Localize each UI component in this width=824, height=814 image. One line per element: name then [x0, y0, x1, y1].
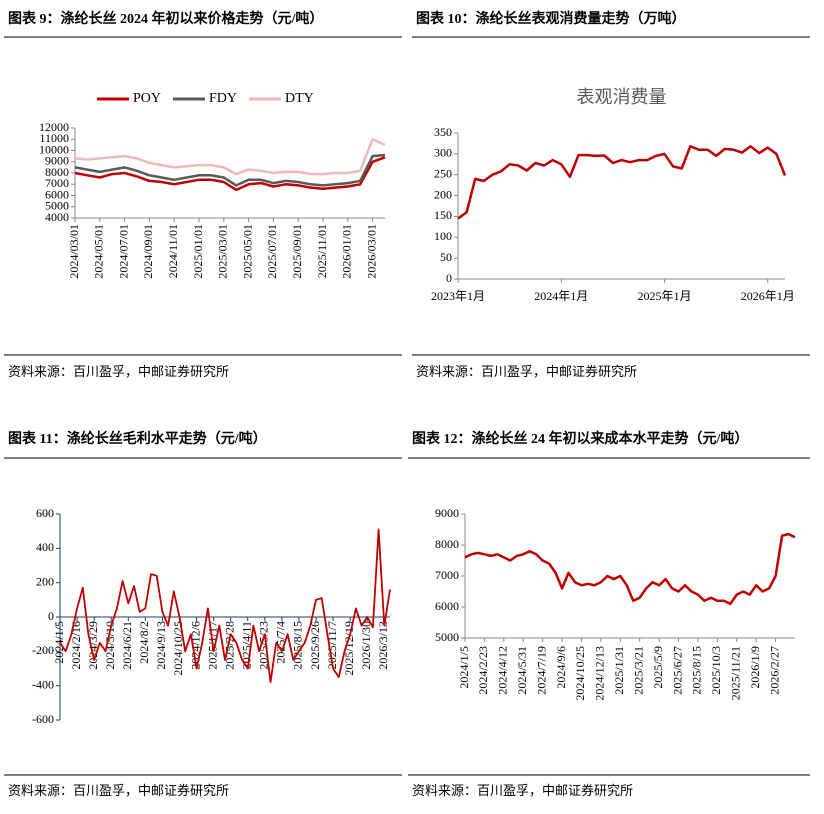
x-tick-label: 2024/11/01	[166, 224, 180, 278]
y-tick-label: 4000	[45, 210, 69, 224]
x-tick-label: 2023年1月	[431, 289, 485, 303]
x-tick-label: 2025/03/01	[216, 224, 230, 279]
y-tick-label: 12000	[39, 120, 69, 134]
x-tick-label: 2025/11/01	[315, 224, 329, 278]
x-tick-label: 2025/09/01	[290, 224, 304, 279]
x-tick-label: 2025/3/21	[631, 646, 645, 695]
x-tick-label: 2026/03/01	[364, 224, 378, 279]
series-line	[464, 532, 796, 606]
y-tick-label: 5000	[435, 630, 459, 644]
legend-label: DTY	[285, 91, 314, 106]
x-tick-label: 2026/2/27	[767, 646, 781, 695]
chart-title: 表观消费量	[577, 87, 667, 107]
x-tick-label: 2025/6/27	[670, 646, 684, 695]
x-tick-label: 2025/1/31	[612, 646, 626, 695]
x-tick-label: 2024年1月	[534, 289, 588, 303]
caption: 图表 9：涤纶长丝 2024 年初以来价格走势（元/吨）	[8, 10, 323, 27]
y-tick-label: -400	[32, 677, 54, 691]
y-tick-label: 150	[434, 208, 452, 222]
x-tick-label: 2024/7/19	[534, 646, 548, 695]
y-tick-label: 350	[434, 125, 452, 139]
y-tick-label: 8000	[45, 165, 69, 179]
x-tick-label: 2026/1/9	[748, 646, 762, 689]
legend-label: POY	[133, 91, 161, 106]
y-tick-label: 11000	[39, 131, 69, 145]
y-tick-label: 0	[446, 271, 452, 285]
x-tick-label: 2025/7/4	[274, 621, 288, 664]
x-tick-label: 2024/03/01	[67, 224, 81, 279]
x-tick-label: 2026/1/30	[359, 621, 373, 670]
y-tick-label: 7000	[45, 176, 69, 190]
y-tick-label: 300	[434, 146, 452, 160]
x-tick-label: 2024/5/10	[103, 621, 117, 670]
x-tick-label: 2024/12/13	[593, 646, 607, 701]
y-tick-label: 8000	[435, 537, 459, 551]
x-tick-label: 2024/10/25	[171, 621, 185, 676]
y-tick-label: 5000	[45, 199, 69, 213]
x-tick-label: 2024/8/2	[137, 621, 151, 664]
y-tick-label: -600	[32, 712, 54, 726]
x-tick-label: 2025/9/26	[308, 621, 322, 670]
x-tick-label: 2025/10/3	[709, 646, 723, 695]
y-tick-label: 0	[48, 609, 54, 623]
caption: 图表 10：涤纶长丝表观消费量走势（万吨）	[416, 10, 686, 27]
y-tick-label: 100	[434, 229, 452, 243]
x-tick-label: 2025/2/28	[222, 621, 236, 670]
x-tick-label: 2024/9/6	[554, 646, 568, 689]
x-tick-label: 2024/1/5	[52, 621, 66, 664]
y-tick-label: 200	[434, 187, 452, 201]
x-tick-label: 2025年1月	[638, 289, 692, 303]
y-tick-label: 7000	[435, 568, 459, 582]
series-line	[457, 145, 787, 220]
x-tick-label: 2024/3/29	[86, 621, 100, 670]
x-tick-label: 2025/5/9	[651, 646, 665, 689]
caption: 图表 12：涤纶长丝 24 年初以来成本水平走势（元/吨）	[412, 430, 748, 447]
caption: 图表 11：涤纶长丝毛利水平走势（元/吨）	[8, 430, 267, 447]
y-tick-label: 50	[440, 250, 452, 264]
source: 资料来源：百川盈孚，中邮证券研究所	[412, 783, 633, 798]
x-tick-label: 2024/4/12	[496, 646, 510, 695]
source: 资料来源：百川盈孚，中邮证券研究所	[8, 364, 229, 379]
x-tick-label: 2024/07/01	[116, 224, 130, 279]
y-tick-label: 6000	[45, 187, 69, 201]
x-tick-label: 2025/11/7	[325, 621, 339, 669]
y-tick-label: 6000	[435, 599, 459, 613]
x-tick-label: 2024/2/23	[476, 646, 490, 695]
x-tick-label: 2024/6/21	[120, 621, 134, 670]
series-line	[74, 153, 386, 187]
y-tick-label: 400	[36, 540, 54, 554]
y-tick-label: 250	[434, 166, 452, 180]
x-tick-label: 2025/07/01	[265, 224, 279, 279]
x-tick-label: 2024/1/5	[457, 646, 471, 689]
y-tick-label: 600	[36, 506, 54, 520]
legend-label: FDY	[209, 91, 237, 106]
y-tick-label: 200	[36, 574, 54, 588]
x-tick-label: 2025/11/21	[729, 646, 743, 700]
x-tick-label: 2024/10/25	[573, 646, 587, 701]
source: 资料来源：百川盈孚，中邮证券研究所	[416, 364, 637, 379]
y-tick-label: 9000	[45, 154, 69, 168]
series-line	[74, 138, 386, 176]
x-tick-label: 2026/3/13	[376, 621, 390, 670]
x-tick-label: 2025/12/19	[342, 621, 356, 676]
x-tick-label: 2024/05/01	[92, 224, 106, 279]
x-tick-label: 2025/01/01	[191, 224, 205, 279]
y-tick-label: 9000	[435, 506, 459, 520]
x-tick-label: 2024/9/13	[154, 621, 168, 670]
x-tick-label: 2025/05/01	[240, 224, 254, 279]
series-line	[74, 156, 386, 192]
series-line	[59, 528, 391, 684]
x-tick-label: 2024/2/16	[69, 621, 83, 670]
x-tick-label: 2026/01/01	[340, 224, 354, 279]
x-tick-label: 2024/09/01	[141, 224, 155, 279]
x-tick-label: 2026年1月	[741, 289, 795, 303]
x-tick-label: 2025/8/15	[690, 646, 704, 695]
x-tick-label: 2024/5/31	[515, 646, 529, 695]
y-tick-label: -200	[32, 643, 54, 657]
source: 资料来源：百川盈孚，中邮证券研究所	[8, 783, 229, 798]
y-tick-label: 10000	[39, 142, 69, 156]
